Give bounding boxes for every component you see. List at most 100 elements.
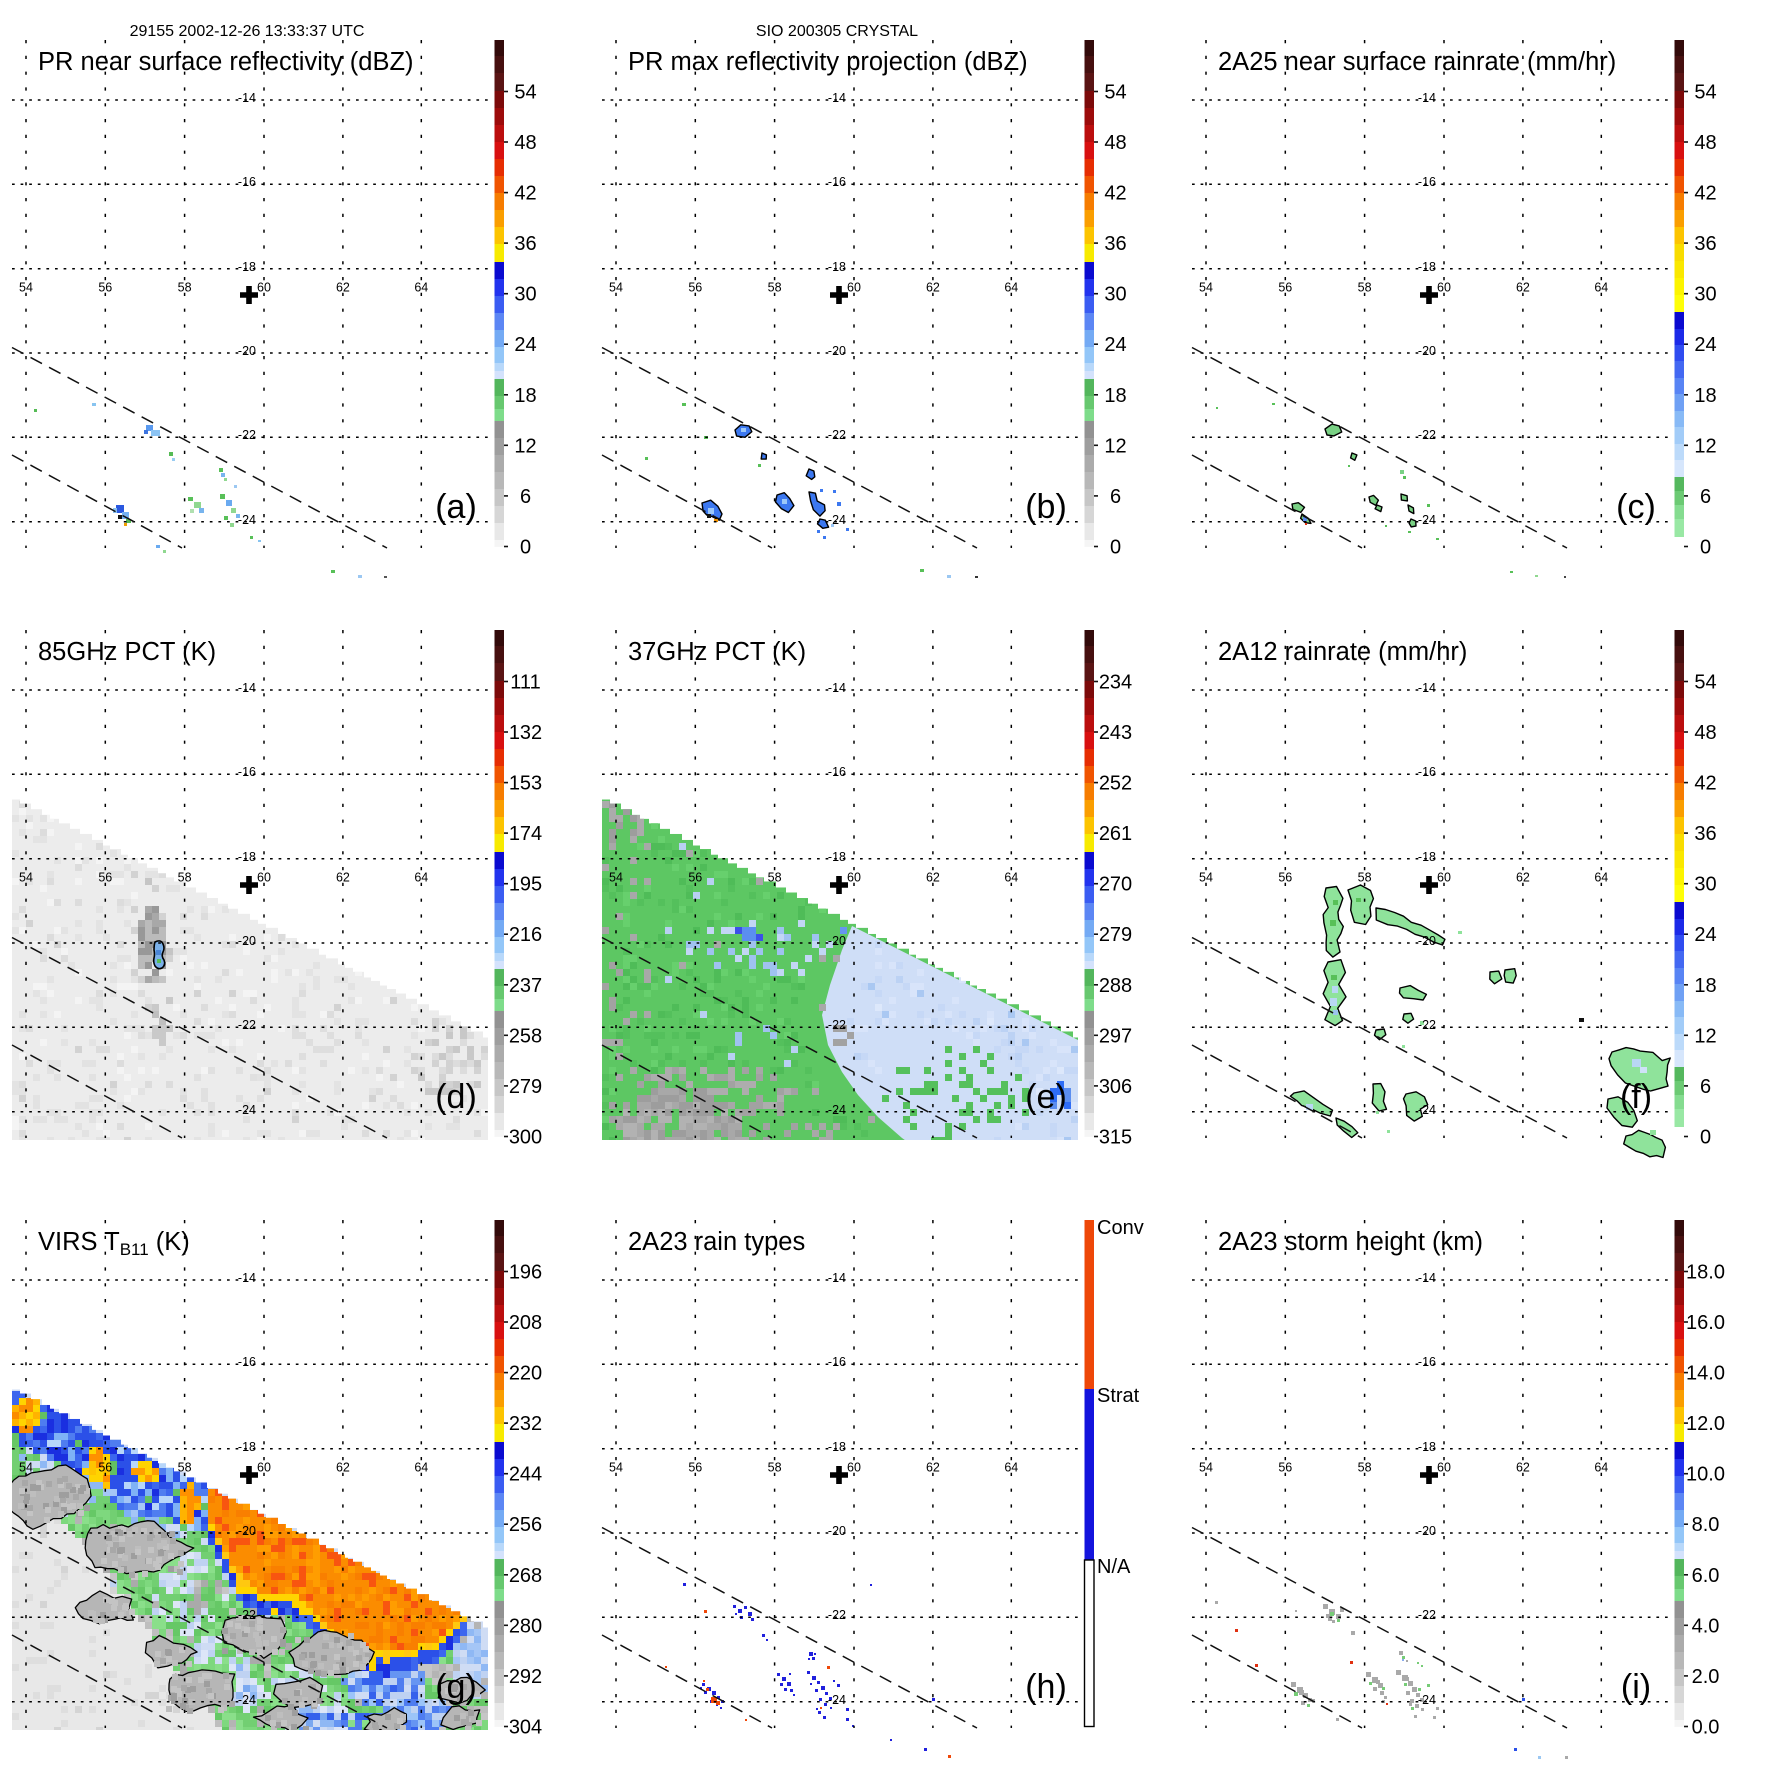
svg-text:-14: -14 <box>1418 91 1436 105</box>
svg-text:42: 42 <box>1694 773 1716 795</box>
svg-text:14.0: 14.0 <box>1686 1363 1725 1385</box>
svg-text:12: 12 <box>1694 435 1716 457</box>
svg-text:-18: -18 <box>1418 260 1436 274</box>
svg-text:237: 237 <box>509 975 542 997</box>
svg-text:280: 280 <box>509 1615 542 1637</box>
svg-text:243: 243 <box>1099 722 1132 744</box>
svg-text:-22: -22 <box>1418 1608 1436 1622</box>
svg-text:54: 54 <box>1199 1461 1213 1475</box>
svg-text:-20: -20 <box>1418 934 1436 948</box>
svg-text:-22: -22 <box>828 1608 846 1622</box>
svg-text:-24: -24 <box>238 513 256 527</box>
svg-text:18: 18 <box>514 385 536 407</box>
svg-text:54: 54 <box>609 1461 623 1475</box>
svg-text:56: 56 <box>98 871 112 885</box>
svg-text:-24: -24 <box>828 1103 846 1117</box>
svg-text:42: 42 <box>1104 183 1126 205</box>
svg-text:-18: -18 <box>238 260 256 274</box>
svg-text:48: 48 <box>1104 132 1126 154</box>
svg-text:-16: -16 <box>828 1355 846 1369</box>
svg-text:60: 60 <box>1437 871 1451 885</box>
svg-text:36: 36 <box>514 233 536 255</box>
svg-text:24: 24 <box>1694 334 1716 356</box>
svg-text:208: 208 <box>509 1312 542 1334</box>
svg-text:62: 62 <box>1516 871 1530 885</box>
svg-text:56: 56 <box>1278 281 1292 295</box>
svg-text:60: 60 <box>257 281 271 295</box>
svg-text:54: 54 <box>19 281 33 295</box>
svg-text:62: 62 <box>926 281 940 295</box>
svg-text:292: 292 <box>509 1666 542 1688</box>
svg-text:-20: -20 <box>1418 1524 1436 1538</box>
svg-text:216: 216 <box>509 924 542 946</box>
svg-text:-20: -20 <box>238 934 256 948</box>
svg-text:153: 153 <box>509 773 542 795</box>
svg-text:234: 234 <box>1099 672 1132 694</box>
svg-text:-22: -22 <box>238 428 256 442</box>
svg-text:-20: -20 <box>828 934 846 948</box>
svg-text:(d): (d) <box>435 1078 477 1116</box>
svg-text:60: 60 <box>847 281 861 295</box>
svg-text:-14: -14 <box>1418 1271 1436 1285</box>
svg-text:-14: -14 <box>238 1271 256 1285</box>
svg-text:258: 258 <box>509 1025 542 1047</box>
svg-text:111: 111 <box>510 672 540 694</box>
svg-text:-16: -16 <box>1418 175 1436 189</box>
svg-text:30: 30 <box>514 284 536 306</box>
svg-text:(a): (a) <box>435 488 477 526</box>
svg-text:58: 58 <box>768 281 782 295</box>
svg-text:18.0: 18.0 <box>1686 1262 1725 1284</box>
svg-text:60: 60 <box>847 871 861 885</box>
svg-text:-22: -22 <box>238 1018 256 1032</box>
svg-text:232: 232 <box>509 1413 542 1435</box>
svg-text:-24: -24 <box>828 513 846 527</box>
svg-text:60: 60 <box>1437 1461 1451 1475</box>
svg-text:-14: -14 <box>238 91 256 105</box>
svg-text:56: 56 <box>98 1461 112 1475</box>
svg-text:-18: -18 <box>238 850 256 864</box>
svg-text:58: 58 <box>1358 871 1372 885</box>
svg-text:54: 54 <box>514 82 536 104</box>
svg-text:30: 30 <box>1694 874 1716 896</box>
svg-text:-24: -24 <box>1418 1103 1436 1117</box>
svg-text:60: 60 <box>257 1461 271 1475</box>
svg-text:(c): (c) <box>1616 488 1656 526</box>
svg-text:24: 24 <box>1104 334 1126 356</box>
svg-text:-24: -24 <box>238 1103 256 1117</box>
svg-text:-20: -20 <box>828 1524 846 1538</box>
svg-text:0: 0 <box>520 537 531 559</box>
svg-text:36: 36 <box>1694 823 1716 845</box>
svg-text:64: 64 <box>414 281 428 295</box>
svg-text:6: 6 <box>1700 1076 1711 1098</box>
svg-text:270: 270 <box>1099 874 1132 896</box>
svg-text:261: 261 <box>1099 823 1132 845</box>
svg-text:297: 297 <box>1099 1025 1132 1047</box>
svg-text:-22: -22 <box>828 428 846 442</box>
svg-text:306: 306 <box>1099 1076 1132 1098</box>
svg-text:54: 54 <box>1199 871 1213 885</box>
svg-text:PR near surface reflectivity (: PR near surface reflectivity (dBZ) <box>38 48 414 76</box>
svg-text:-22: -22 <box>828 1018 846 1032</box>
svg-text:64: 64 <box>414 1461 428 1475</box>
svg-text:85GHz PCT (K): 85GHz PCT (K) <box>38 638 216 666</box>
svg-text:2A23 storm height (km): 2A23 storm height (km) <box>1218 1228 1483 1256</box>
svg-text:54: 54 <box>1694 672 1716 694</box>
svg-text:244: 244 <box>509 1464 542 1486</box>
svg-text:-14: -14 <box>238 681 256 695</box>
svg-text:24: 24 <box>1694 924 1716 946</box>
svg-text:Conv: Conv <box>1097 1217 1144 1239</box>
svg-text:288: 288 <box>1099 975 1132 997</box>
svg-text:64: 64 <box>1594 1461 1608 1475</box>
svg-text:54: 54 <box>1694 82 1716 104</box>
svg-text:304: 304 <box>509 1717 542 1739</box>
svg-text:64: 64 <box>1004 281 1018 295</box>
svg-text:2A12 rainrate (mm/hr): 2A12 rainrate (mm/hr) <box>1218 638 1467 666</box>
svg-text:268: 268 <box>509 1565 542 1587</box>
svg-text:-16: -16 <box>1418 765 1436 779</box>
svg-text:-24: -24 <box>828 1693 846 1707</box>
svg-text:54: 54 <box>609 281 623 295</box>
svg-text:58: 58 <box>768 871 782 885</box>
svg-text:-16: -16 <box>828 175 846 189</box>
svg-text:(e): (e) <box>1025 1078 1067 1116</box>
svg-text:37GHz PCT (K): 37GHz PCT (K) <box>628 638 806 666</box>
